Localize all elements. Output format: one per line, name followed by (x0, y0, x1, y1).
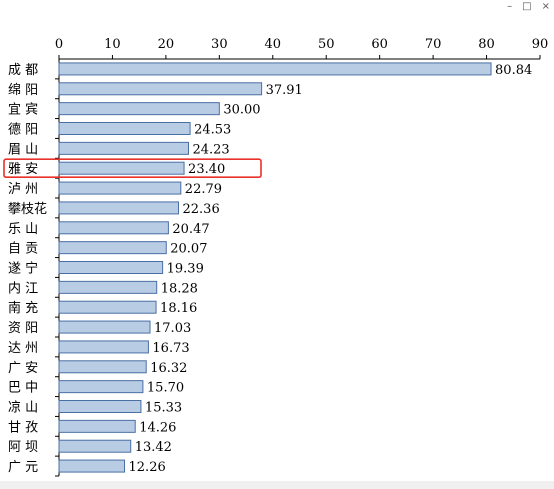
bar (58, 380, 144, 394)
value-label: 14.26 (139, 420, 176, 435)
bar (58, 400, 142, 413)
x-tick-label: 80 (478, 37, 495, 52)
value-label: 22.79 (185, 182, 222, 197)
category-label: 自 贡 (8, 242, 38, 257)
bar (58, 439, 132, 453)
bar (58, 340, 149, 354)
bar (58, 62, 492, 76)
value-label: 30.00 (223, 103, 260, 118)
category-label: 凉 山 (8, 401, 38, 416)
maximize-icon[interactable]: □ (522, 1, 532, 12)
value-label: 80.84 (495, 63, 532, 78)
bar (58, 221, 169, 235)
value-label: 16.32 (150, 361, 187, 376)
bar (58, 102, 220, 116)
bar (58, 181, 182, 195)
x-tick-label: 90 (532, 37, 549, 52)
close-icon[interactable]: × (541, 1, 550, 12)
category-label: 阿 坝 (8, 440, 38, 455)
minimize-icon[interactable]: – (507, 1, 513, 12)
value-label: 15.70 (147, 381, 184, 396)
bar (58, 161, 185, 175)
category-label: 眉 山 (8, 142, 38, 157)
x-tick-label: 70 (425, 37, 442, 52)
value-label: 18.28 (161, 281, 198, 296)
value-label: 20.07 (170, 242, 207, 257)
bar (58, 122, 191, 135)
value-label: 13.42 (135, 440, 172, 455)
value-label: 15.33 (145, 401, 182, 416)
bar (58, 280, 158, 294)
bar (58, 300, 157, 314)
category-label: 达 州 (8, 341, 38, 356)
category-label: 成 都 (8, 63, 38, 78)
category-label: 雅 安 (8, 162, 38, 177)
x-tick-label: 30 (211, 37, 228, 52)
category-label: 绵 阳 (8, 83, 38, 98)
bar (58, 241, 167, 255)
bar (58, 320, 151, 334)
value-label: 22.36 (183, 202, 220, 217)
category-label: 南 充 (8, 300, 38, 316)
value-label: 37.91 (266, 83, 303, 98)
value-label: 16.73 (152, 341, 189, 356)
value-label: 24.53 (194, 123, 231, 138)
category-label: 巴 中 (8, 381, 38, 396)
x-tick-label: 20 (158, 37, 175, 52)
bottom-strip (0, 481, 554, 489)
x-tick-label: 60 (371, 37, 388, 52)
category-label: 宜 宾 (8, 102, 38, 118)
category-label: 德 阳 (8, 123, 38, 138)
bar (58, 360, 147, 374)
category-label: 甘 孜 (8, 420, 38, 435)
x-tick-label: 40 (265, 37, 282, 52)
value-label: 19.39 (167, 262, 204, 277)
bar (58, 261, 164, 274)
category-label: 内 江 (8, 280, 38, 296)
category-label: 遂 宁 (8, 261, 38, 277)
category-label: 广 元 (8, 460, 38, 475)
category-label: 泸 州 (8, 182, 38, 197)
x-tick-label: 0 (55, 37, 63, 52)
category-label: 资 阳 (8, 321, 38, 336)
category-label: 广 安 (8, 361, 38, 376)
window-controls: – □ × (507, 0, 550, 14)
category-label: 乐 山 (8, 222, 38, 237)
highlight-box (3, 158, 262, 179)
value-label: 17.03 (154, 321, 191, 336)
value-label: 12.26 (129, 460, 166, 475)
value-label: 20.47 (172, 222, 209, 237)
value-label: 23.40 (188, 162, 225, 177)
bar (58, 459, 126, 473)
value-label: 24.23 (192, 142, 229, 157)
x-tick-label: 10 (104, 37, 121, 52)
bar (58, 201, 180, 215)
bar (58, 82, 263, 96)
category-label: 攀枝花 (8, 201, 47, 217)
bar (58, 141, 189, 155)
bar (58, 419, 136, 433)
value-label: 18.16 (160, 301, 197, 316)
x-tick-label: 50 (318, 37, 335, 52)
